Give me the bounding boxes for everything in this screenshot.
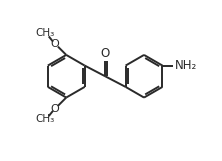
Text: NH₂: NH₂ [175,59,197,72]
Text: CH₃: CH₃ [35,114,54,124]
Text: O: O [51,104,59,114]
Text: CH₃: CH₃ [35,28,54,38]
Text: O: O [51,39,59,49]
Text: O: O [101,47,110,60]
